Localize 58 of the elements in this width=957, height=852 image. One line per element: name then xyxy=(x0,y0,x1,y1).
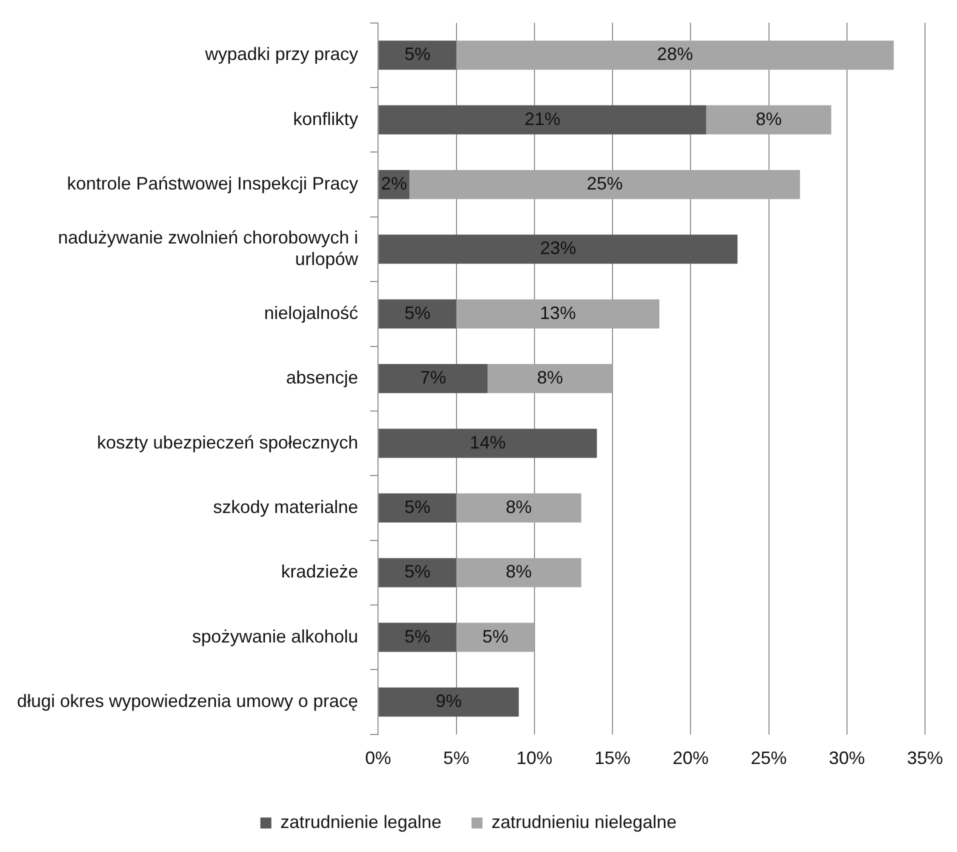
data-label: 9% xyxy=(436,691,462,712)
x-tick-label: 0% xyxy=(365,748,392,768)
bar xyxy=(378,622,456,652)
y-tick-label: spożywanie alkoholu xyxy=(192,626,358,646)
bar xyxy=(456,493,582,523)
data-label: 28% xyxy=(657,44,694,64)
bar xyxy=(409,170,800,200)
y-tick-label: wypadki przy pracy xyxy=(204,44,358,64)
data-label: 5% xyxy=(404,302,430,323)
bar xyxy=(456,558,582,588)
data-label: 7% xyxy=(420,368,446,388)
bar xyxy=(456,622,534,652)
bar xyxy=(456,299,660,328)
bar xyxy=(378,493,456,523)
data-label: 5% xyxy=(404,496,430,517)
data-label: 8% xyxy=(537,368,564,388)
data-label: 8% xyxy=(506,562,532,582)
data-label: 8% xyxy=(506,496,532,517)
data-label: 21% xyxy=(524,108,560,129)
data-label: 2% xyxy=(381,173,408,194)
y-tick-label: konflikty xyxy=(293,108,358,129)
y-tick-label: koszty ubezpieczeń społecznych xyxy=(97,432,358,452)
x-tick-label: 10% xyxy=(516,748,552,768)
y-tick-label: długi okres wypowiedzenia umowy o pracę xyxy=(16,691,358,712)
bar xyxy=(706,105,832,134)
data-label: 5% xyxy=(404,626,430,646)
y-tick-label: nielojalność xyxy=(264,302,358,323)
y-tick-label: absencje xyxy=(286,368,358,388)
bar xyxy=(378,105,706,134)
data-label: 5% xyxy=(482,626,508,646)
x-tick-label: 15% xyxy=(594,748,631,768)
bar xyxy=(488,364,613,394)
legend-label: zatrudnieniu nielegalne xyxy=(491,812,677,832)
bar xyxy=(378,234,738,264)
data-label: 13% xyxy=(540,302,576,323)
data-label: 8% xyxy=(756,108,782,129)
bar xyxy=(378,299,456,328)
bar xyxy=(378,428,597,458)
data-label: 14% xyxy=(470,432,506,452)
x-tick-label: 20% xyxy=(672,748,709,768)
y-tick-label: kradzieże xyxy=(281,562,358,582)
y-tick-label: kontrole Państwowej Inspekcji Pracy xyxy=(67,173,358,194)
data-label: 5% xyxy=(404,44,430,64)
bar xyxy=(456,40,894,70)
x-tick-label: 5% xyxy=(443,748,470,768)
bar xyxy=(378,364,488,394)
x-tick-label: 30% xyxy=(828,748,865,768)
data-label: 5% xyxy=(404,562,430,582)
x-tick-label: 35% xyxy=(906,748,943,768)
bar xyxy=(378,40,456,70)
bar xyxy=(378,558,456,588)
y-tick-label: nadużywanie zwolnień chorobowych i urlopów xyxy=(58,227,360,269)
bar xyxy=(378,688,519,717)
y-tick-label: szkody materialne xyxy=(213,496,358,517)
x-tick-label: 25% xyxy=(750,748,787,768)
data-label: 25% xyxy=(586,173,623,194)
data-label: 23% xyxy=(540,238,576,258)
legend-label: zatrudnienie legalne xyxy=(280,812,442,832)
